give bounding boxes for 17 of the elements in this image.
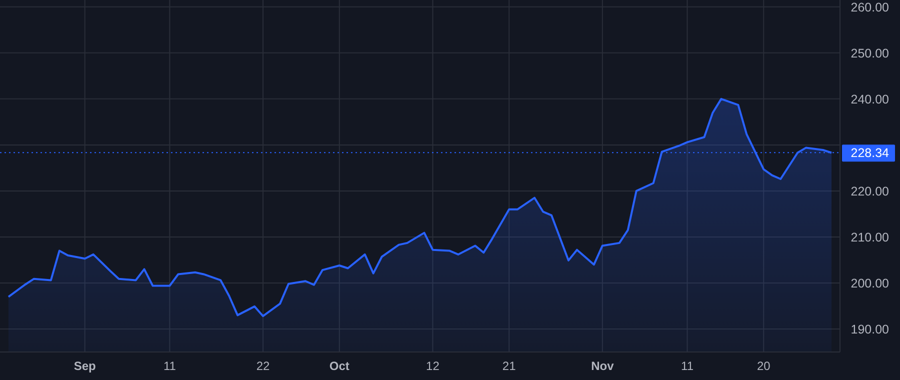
y-tick-label: 250.00 — [850, 46, 890, 60]
y-tick-label: 210.00 — [850, 230, 890, 244]
x-tick-label: Oct — [329, 359, 350, 373]
y-tick-label: 220.00 — [850, 184, 890, 198]
x-tick-label: Nov — [591, 359, 614, 373]
x-tick-label: 20 — [756, 359, 771, 373]
ref-line-label: 228.34 — [850, 146, 890, 160]
x-tick-label: Sep — [74, 359, 96, 373]
y-tick-label: 200.00 — [850, 276, 890, 290]
y-tick-label: 190.00 — [850, 322, 890, 336]
x-tick-label: 12 — [426, 359, 440, 373]
x-tick-label: 21 — [502, 359, 516, 373]
y-tick-label: 240.00 — [850, 92, 890, 106]
x-tick-label: 22 — [256, 359, 270, 373]
x-tick-label: 11 — [681, 359, 694, 373]
y-tick-label: 260.00 — [850, 0, 890, 14]
x-tick-label: 11 — [163, 359, 176, 373]
